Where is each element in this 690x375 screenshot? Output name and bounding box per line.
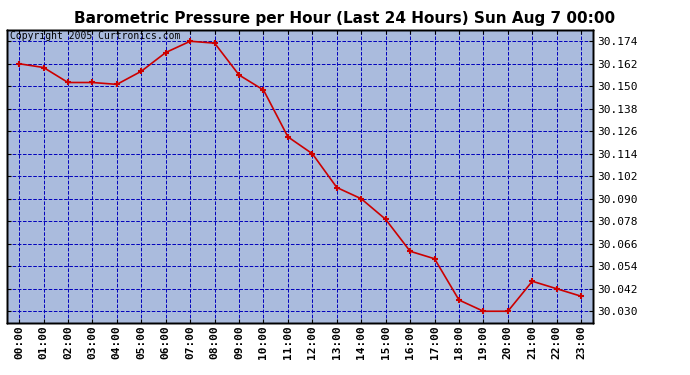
Text: Copyright 2005 Curtronics.com: Copyright 2005 Curtronics.com [10,32,180,42]
Text: Barometric Pressure per Hour (Last 24 Hours) Sun Aug 7 00:00: Barometric Pressure per Hour (Last 24 Ho… [75,11,615,26]
